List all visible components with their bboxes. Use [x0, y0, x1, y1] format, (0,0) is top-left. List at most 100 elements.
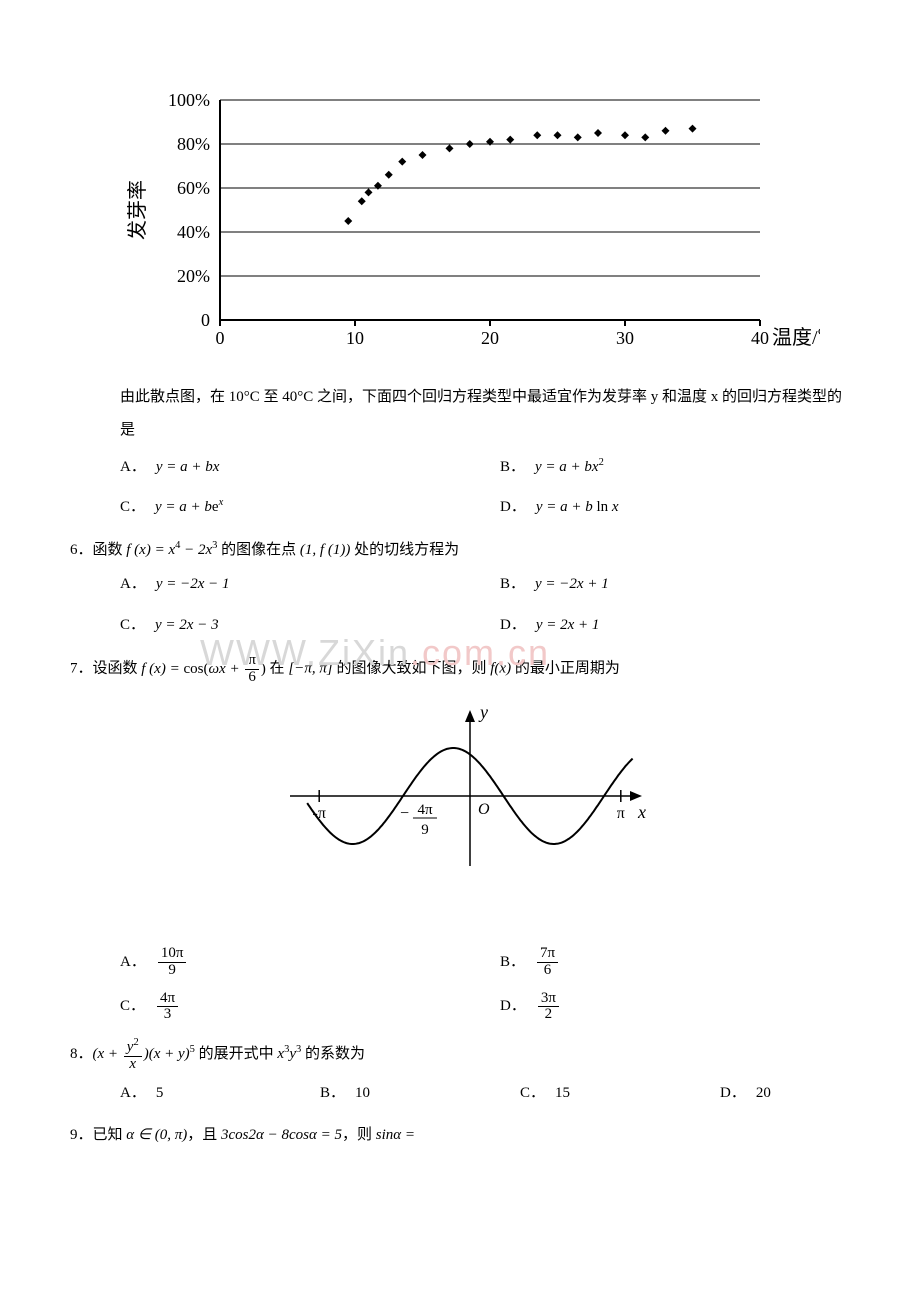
opt-label: D．: [500, 617, 526, 633]
svg-text:发芽率: 发芽率: [126, 180, 149, 240]
svg-text:60%: 60%: [177, 178, 210, 198]
q8-stem: 8．(x + y2x)(x + y)5 的展开式中 x3y3 的系数为: [70, 1037, 850, 1073]
svg-text:9: 9: [421, 822, 429, 838]
cosine-graph: yxO-ππ−4π9: [70, 696, 850, 927]
svg-text:0: 0: [216, 328, 225, 348]
opt-label: A．: [120, 954, 146, 970]
q8-b-text: 10: [355, 1085, 370, 1101]
frac-num: 3π: [538, 991, 559, 1008]
frac-num: 10π: [158, 946, 187, 963]
q7-opt-d: D． 3π2: [500, 991, 850, 1024]
q6-options: A． y = −2x − 1 B． y = −2x + 1 C． y = 2x − 3…: [120, 570, 850, 639]
q8-post: 的系数为: [301, 1046, 365, 1062]
q8-c-text: 15: [555, 1085, 570, 1101]
opt-label: C．: [120, 499, 145, 515]
frac-den: 2: [538, 1007, 559, 1023]
q5-options: A．y = a + bx B．y = a + bx2 C． y = a + bex…: [120, 453, 850, 522]
pi-num: π: [245, 653, 259, 670]
q7-pre: 7．设函数: [70, 661, 141, 677]
cosine-svg: yxO-ππ−4π9: [270, 696, 650, 916]
svg-text:y: y: [478, 702, 488, 722]
q8-d-text: 20: [756, 1085, 771, 1101]
q5-stem: 由此散点图，在 10°C 至 40°C 之间，下面四个回归方程类型中最适宜作为发…: [120, 381, 850, 447]
opt-label: C．: [520, 1085, 545, 1101]
frac-den: x: [124, 1057, 142, 1073]
q8-expr: (x + y2x)(x + y)5: [93, 1046, 195, 1062]
q9-alpha: α ∈ (0, π): [126, 1127, 187, 1143]
frac-den: 6: [537, 963, 558, 979]
q9-ask: sinα =: [376, 1127, 415, 1143]
opt-label: D．: [720, 1085, 746, 1101]
svg-text:40%: 40%: [177, 222, 210, 242]
opt-label: D．: [500, 998, 526, 1014]
pi-den: 6: [245, 670, 259, 686]
q6-opt-c: C． y = 2x − 3: [120, 611, 500, 640]
q7-opt-b: B．7π6: [500, 946, 850, 979]
q5-opt-c-text: y = a + bex: [155, 499, 223, 515]
q9-stem: 9．已知 α ∈ (0, π)，且 3cos2α − 8cosα = 5，则 s…: [70, 1121, 850, 1150]
q7-block: 7．设函数 f (x) = cos(ωx + π6) 在 [−π, π] 的图像…: [70, 653, 850, 686]
q8-mid: 的展开式中: [195, 1046, 278, 1062]
svg-text:4π: 4π: [417, 802, 433, 818]
svg-text:100%: 100%: [168, 90, 210, 110]
q8-opt-b: B． 10: [320, 1079, 520, 1108]
q5-opt-b: B．y = a + bx2: [500, 453, 850, 482]
q9-eq: 3cos2α − 8cosα = 5: [221, 1127, 342, 1143]
svg-text:0: 0: [201, 310, 210, 330]
q6-stem: 6．函数 f (x) = x4 − 2x3 的图像在点 (1, f (1)) 处…: [70, 536, 850, 565]
q5-opt-d: D． y = a + b ln x: [500, 493, 850, 522]
frac-num: y2: [124, 1037, 142, 1057]
opt-label: A．: [120, 576, 146, 592]
svg-text:π: π: [617, 805, 625, 822]
q8-options: A． 5 B． 10 C． 15 D． 20: [120, 1079, 850, 1108]
frac-num: 4π: [157, 991, 178, 1008]
q5-opt-d-text: y = a + b ln x: [536, 499, 619, 515]
q6-post: 处的切线方程为: [350, 542, 459, 558]
q7-fx: f(x): [490, 661, 511, 677]
q8-opt-d: D． 20: [720, 1079, 850, 1108]
svg-text:O: O: [478, 801, 490, 818]
q7-post: 的最小正周期为: [511, 661, 620, 677]
svg-text:30: 30: [616, 328, 634, 348]
q6-d-text: y = 2x + 1: [536, 617, 600, 633]
q5-opt-a: A．y = a + bx: [120, 453, 500, 482]
q5-stem-text: 由此散点图，在 10°C 至 40°C 之间，下面四个回归方程类型中最适宜作为发…: [120, 389, 842, 438]
q5-opt-a-text: y = a + bx: [156, 459, 220, 475]
q6-opt-b: B． y = −2x + 1: [500, 570, 850, 599]
q5-opt-c: C． y = a + bex: [120, 493, 500, 522]
svg-text:−: −: [400, 805, 409, 822]
opt-label: A．: [120, 1085, 146, 1101]
scatter-chart: 010203040020%40%60%80%100%发芽率温度/℃: [120, 80, 850, 371]
q6-a-text: y = −2x − 1: [156, 576, 230, 592]
q6-b-text: y = −2x + 1: [535, 576, 609, 592]
opt-label: C．: [120, 617, 145, 633]
q6-opt-d: D． y = 2x + 1: [500, 611, 850, 640]
q9-mid: ，且: [187, 1127, 221, 1143]
svg-text:80%: 80%: [177, 134, 210, 154]
q9-pre: 9．已知: [70, 1127, 126, 1143]
q9-then: ，则: [342, 1127, 376, 1143]
opt-label: D．: [500, 499, 526, 515]
q7-opt-c: C．4π3: [120, 991, 500, 1024]
frac-den: 9: [158, 963, 187, 979]
svg-text:20%: 20%: [177, 266, 210, 286]
opt-label: B．: [320, 1085, 345, 1101]
q7-options: A． 10π9 B．7π6 C．4π3 D． 3π2: [120, 946, 850, 1023]
svg-text:20: 20: [481, 328, 499, 348]
q8-opt-a: A． 5: [120, 1079, 320, 1108]
q6-c-text: y = 2x − 3: [155, 617, 219, 633]
opt-label: B．: [500, 459, 525, 475]
opt-label: B．: [500, 954, 525, 970]
q8-pre: 8．: [70, 1046, 93, 1062]
frac-den: 3: [157, 1007, 178, 1023]
svg-text:40: 40: [751, 328, 769, 348]
q8-a-text: 5: [156, 1085, 164, 1101]
q6-mid: 的图像在点: [217, 542, 300, 558]
q8-target: x3y3: [277, 1046, 301, 1062]
q6-opt-a: A． y = −2x − 1: [120, 570, 500, 599]
svg-text:10: 10: [346, 328, 364, 348]
q6-pre: 6．函数: [70, 542, 126, 558]
q6-point: (1, f (1)): [300, 542, 350, 558]
scatter-svg: 010203040020%40%60%80%100%发芽率温度/℃: [120, 80, 820, 360]
opt-label: B．: [500, 576, 525, 592]
